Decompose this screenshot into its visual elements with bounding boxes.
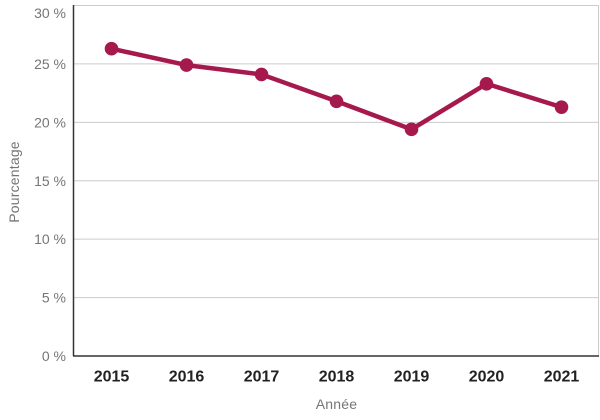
y-tick-label: 20 % [34,114,66,130]
y-tick-label: 25 % [34,56,66,72]
x-tick-label: 2020 [469,369,505,386]
x-tick-label: 2019 [394,369,430,386]
data-line [109,46,564,132]
x-tick-label: 2017 [244,369,280,386]
data-point-2021 [554,100,569,114]
y-axis-title: Pourcentage [6,141,22,223]
x-tick-label: 2016 [169,369,205,386]
data-point-2020 [479,76,494,91]
x-tick-label: 2021 [544,369,580,386]
y-tick-label: 30 % [34,5,66,21]
data-point-2016 [179,58,194,72]
x-tick-label: 2018 [319,369,355,386]
y-tick-label: 10 % [34,231,66,247]
data-point-2018 [329,94,344,109]
data-point-2015 [104,41,119,56]
x-tick-label: 2015 [94,369,130,386]
y-tick-label: 15 % [34,173,66,189]
y-tick-label: 0 % [42,348,66,364]
y-tick-label: 5 % [42,290,66,306]
data-point-2019 [404,122,419,137]
data-point-2017 [254,67,269,82]
x-axis-title: Année [315,396,358,412]
